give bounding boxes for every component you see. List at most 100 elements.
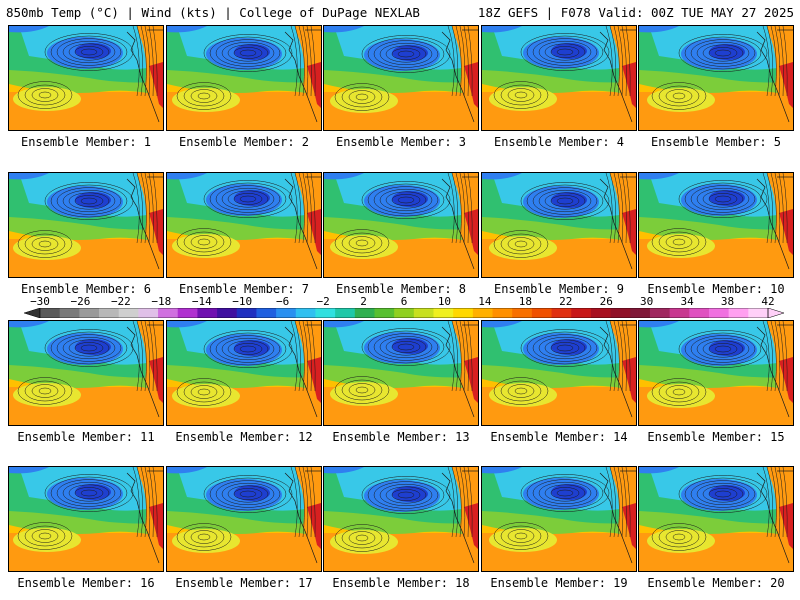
colorbar-tick-label: −18 bbox=[151, 295, 172, 308]
colorbar-tick-label: 22 bbox=[559, 295, 573, 308]
ensemble-member-label: Ensemble Member: 5 bbox=[650, 135, 782, 149]
colorbar-segment bbox=[217, 308, 238, 318]
colorbar-segment bbox=[40, 308, 61, 318]
ensemble-member-label: Ensemble Member: 8 bbox=[335, 282, 467, 296]
colorbar-segment bbox=[571, 308, 592, 318]
colorbar-segment bbox=[256, 308, 277, 318]
ensemble-member-label: Ensemble Member: 10 bbox=[647, 282, 785, 296]
colorbar-tick-label: −14 bbox=[191, 295, 212, 308]
colorbar-segment bbox=[649, 308, 671, 318]
temperature-map bbox=[9, 467, 163, 571]
ensemble-member-label: Ensemble Member: 1 bbox=[20, 135, 152, 149]
ensemble-map-frame bbox=[323, 172, 479, 278]
ensemble-member-label: Ensemble Member: 3 bbox=[335, 135, 467, 149]
colorbar-tick-label: 26 bbox=[599, 295, 613, 308]
colorbar-segment bbox=[276, 308, 297, 318]
ensemble-map-frame bbox=[638, 172, 794, 278]
colorbar-segment bbox=[315, 308, 336, 318]
colorbar-segment bbox=[374, 308, 395, 318]
colorbar-segment bbox=[354, 308, 375, 318]
colorbar-segment bbox=[453, 308, 474, 318]
colorbar-segment bbox=[610, 308, 631, 318]
ensemble-member-label: Ensemble Member: 15 bbox=[647, 430, 785, 444]
temperature-map bbox=[167, 173, 321, 277]
temperature-map bbox=[482, 467, 636, 571]
colorbar-tick-label: 6 bbox=[400, 295, 408, 308]
colorbar-segment bbox=[413, 308, 435, 318]
colorbar-segment bbox=[492, 308, 513, 318]
temperature-map bbox=[639, 467, 793, 571]
temperature-map bbox=[9, 173, 163, 277]
colorbar-tick-label: −22 bbox=[110, 295, 131, 308]
colorbar-segment bbox=[590, 308, 612, 318]
colorbar-segment bbox=[158, 308, 179, 318]
temperature-map bbox=[639, 26, 793, 130]
colorbar-segment bbox=[394, 308, 415, 318]
temperature-map bbox=[167, 26, 321, 130]
ensemble-member-label: Ensemble Member: 7 bbox=[178, 282, 310, 296]
ensemble-map-frame bbox=[166, 25, 322, 131]
temperature-map bbox=[167, 467, 321, 571]
temperature-map bbox=[9, 26, 163, 130]
colorbar-tick-label: −6 bbox=[276, 295, 290, 308]
colorbar-tick-label: 18 bbox=[518, 295, 532, 308]
temperature-map bbox=[324, 467, 478, 571]
temperature-map bbox=[324, 321, 478, 425]
ensemble-map-frame bbox=[481, 466, 637, 572]
header-right: 18Z GEFS | F078 Valid: 00Z TUE MAY 27 20… bbox=[477, 5, 794, 20]
ensemble-member-label: Ensemble Member: 4 bbox=[493, 135, 625, 149]
ensemble-map-frame bbox=[8, 25, 164, 131]
colorbar-tick-label: 14 bbox=[478, 295, 492, 308]
temperature-map bbox=[482, 173, 636, 277]
colorbar-segment bbox=[630, 308, 651, 318]
colorbar-segment bbox=[689, 308, 710, 318]
ensemble-map-frame bbox=[481, 25, 637, 131]
colorbar-segment bbox=[669, 308, 690, 318]
ensemble-map-frame bbox=[323, 25, 479, 131]
colorbar-tick-label: 30 bbox=[640, 295, 654, 308]
ensemble-member-label: Ensemble Member: 6 bbox=[20, 282, 152, 296]
ensemble-map-frame bbox=[166, 172, 322, 278]
colorbar-segment bbox=[472, 308, 494, 318]
temperature-map bbox=[482, 321, 636, 425]
ensemble-map-frame bbox=[481, 172, 637, 278]
ensemble-map-frame bbox=[8, 466, 164, 572]
ensemble-member-label: Ensemble Member: 19 bbox=[490, 576, 628, 590]
colorbar-tick-label: −2 bbox=[316, 295, 330, 308]
temperature-map bbox=[324, 173, 478, 277]
colorbar-segment bbox=[728, 308, 749, 318]
colorbar-segment bbox=[708, 308, 730, 318]
temperature-map bbox=[639, 173, 793, 277]
colorbar-segment bbox=[118, 308, 139, 318]
colorbar-tick-label: 42 bbox=[761, 295, 775, 308]
ensemble-member-label: Ensemble Member: 20 bbox=[647, 576, 785, 590]
colorbar-segment bbox=[551, 308, 572, 318]
colorbar-tick-label: 10 bbox=[437, 295, 452, 308]
ensemble-member-label: Ensemble Member: 11 bbox=[17, 430, 155, 444]
ensemble-map-frame bbox=[638, 466, 794, 572]
colorbar-segment bbox=[236, 308, 257, 318]
ensemble-member-label: Ensemble Member: 9 bbox=[493, 282, 625, 296]
colorbar-scale bbox=[23, 308, 785, 318]
colorbar: −30 −26 −22 −18 −14 −10 −6 −2 2 6 10 14 18 22 26 30 34 38… bbox=[0, 296, 800, 322]
colorbar-segment bbox=[197, 308, 218, 318]
colorbar-tick-label: −30 bbox=[30, 295, 50, 308]
temperature-map bbox=[324, 26, 478, 130]
ensemble-map-frame bbox=[8, 320, 164, 426]
colorbar-segment bbox=[295, 308, 316, 318]
temperature-map bbox=[167, 321, 321, 425]
colorbar-segment bbox=[99, 308, 120, 318]
ensemble-map-frame bbox=[8, 172, 164, 278]
ensemble-map-frame bbox=[166, 320, 322, 426]
colorbar-tick-label: 2 bbox=[360, 295, 367, 308]
ensemble-member-label: Ensemble Member: 13 bbox=[332, 430, 470, 444]
ensemble-map-frame bbox=[481, 320, 637, 426]
colorbar-tick-label: −26 bbox=[70, 295, 91, 308]
colorbar-segment bbox=[59, 308, 80, 318]
ensemble-member-label: Ensemble Member: 17 bbox=[175, 576, 313, 590]
colorbar-tick-label: −10 bbox=[232, 295, 253, 308]
temperature-map bbox=[9, 321, 163, 425]
ensemble-member-label: Ensemble Member: 2 bbox=[178, 135, 310, 149]
colorbar-segment bbox=[748, 308, 769, 318]
